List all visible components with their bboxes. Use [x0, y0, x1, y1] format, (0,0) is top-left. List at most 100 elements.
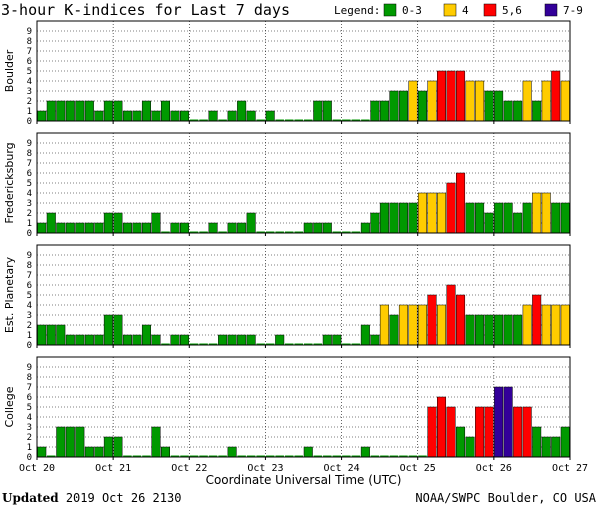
k-bar	[389, 455, 399, 457]
k-bar	[313, 100, 323, 122]
station-label: Est. Planetary	[3, 256, 16, 333]
k-bar	[160, 446, 171, 458]
k-bar	[180, 110, 190, 122]
k-bar	[218, 231, 227, 233]
credit-text: NOAA/SWPC Boulder, CO USA	[415, 491, 596, 505]
k-bar	[56, 426, 66, 458]
k-bar	[456, 426, 466, 458]
k-bar	[208, 110, 218, 122]
k-bar	[398, 304, 408, 346]
k-bar	[361, 119, 370, 121]
k-bar	[161, 343, 170, 345]
y-tick-label: 4	[27, 189, 32, 199]
k-bar	[446, 406, 456, 458]
k-bar	[103, 314, 113, 346]
y-tick-label: 3	[27, 311, 32, 321]
k-bar	[237, 222, 247, 234]
k-bar	[342, 343, 351, 345]
k-bar	[360, 446, 370, 458]
k-bar	[189, 231, 199, 233]
k-bar	[208, 343, 218, 345]
k-bar	[294, 119, 303, 121]
k-bar	[132, 455, 142, 457]
k-bar	[494, 386, 504, 458]
k-bar	[122, 334, 132, 346]
k-bar	[360, 324, 370, 346]
k-bar	[141, 324, 151, 346]
k-bar	[456, 70, 466, 122]
k-bar	[170, 455, 180, 457]
k-bar	[389, 90, 399, 122]
k-bar	[94, 334, 104, 346]
k-bar	[351, 119, 361, 121]
k-bar	[541, 304, 551, 346]
k-bar	[132, 110, 142, 122]
y-tick-label: 0	[27, 117, 32, 127]
k-bar	[84, 222, 94, 234]
k-bar	[332, 455, 342, 457]
k-bar	[113, 100, 123, 122]
y-tick-label: 6	[27, 169, 32, 179]
x-tick-label: Oct 21	[95, 463, 131, 474]
k-bar	[160, 100, 171, 122]
y-tick-label: 5	[27, 291, 32, 301]
k-bar	[256, 119, 265, 121]
y-tick-label: 9	[27, 251, 32, 261]
y-tick-label: 0	[27, 341, 32, 351]
k-bar	[465, 436, 475, 458]
station-label: Fredericksburg	[3, 142, 16, 223]
legend-swatch	[443, 3, 457, 17]
k-bar	[46, 100, 56, 122]
k-bar	[75, 222, 85, 234]
y-tick-label: 2	[27, 321, 32, 331]
legend-swatch	[383, 3, 397, 17]
k-bar	[560, 304, 570, 346]
k-bar	[113, 436, 123, 458]
k-bar	[465, 202, 475, 234]
k-bar	[275, 231, 284, 233]
k-bar	[46, 324, 56, 346]
k-bar	[65, 426, 75, 458]
k-bar	[370, 212, 380, 234]
k-bar	[84, 100, 94, 122]
y-tick-label: 7	[27, 159, 32, 169]
y-tick-label: 1	[27, 443, 32, 453]
y-tick-label: 1	[27, 331, 32, 341]
k-bar	[379, 202, 389, 234]
y-tick-label: 5	[27, 403, 32, 413]
k-bar	[427, 294, 437, 346]
legend-label: 7-9	[563, 4, 583, 17]
k-bar	[180, 222, 190, 234]
k-bar	[370, 100, 380, 122]
k-bar	[275, 334, 285, 346]
y-tick-label: 7	[27, 47, 32, 57]
k-bar	[199, 455, 208, 457]
k-bar	[332, 119, 342, 121]
k-bar	[170, 334, 180, 346]
k-bar	[437, 304, 447, 346]
k-bar	[513, 314, 523, 346]
k-bar	[532, 100, 542, 122]
k-bar	[513, 100, 523, 122]
k-bar	[532, 192, 542, 234]
panel-frame	[36, 356, 571, 458]
k-bar	[122, 110, 132, 122]
k-bar	[370, 334, 380, 346]
chart-title: 3-hour K-indices for Last 7 days	[1, 1, 290, 19]
k-bar	[322, 222, 332, 234]
x-tick-label: Oct 27	[552, 463, 588, 474]
k-bar	[227, 334, 237, 346]
k-bar	[75, 100, 85, 122]
k-bar	[475, 80, 485, 122]
k-bar	[304, 119, 313, 121]
k-bar	[522, 406, 532, 458]
k-bar	[379, 100, 389, 122]
k-bar	[246, 212, 256, 234]
k-bar	[46, 212, 56, 234]
k-bar	[398, 202, 408, 234]
k-bar	[237, 100, 247, 122]
k-bar	[122, 222, 132, 234]
k-bar	[446, 70, 456, 122]
k-bar	[532, 426, 542, 458]
